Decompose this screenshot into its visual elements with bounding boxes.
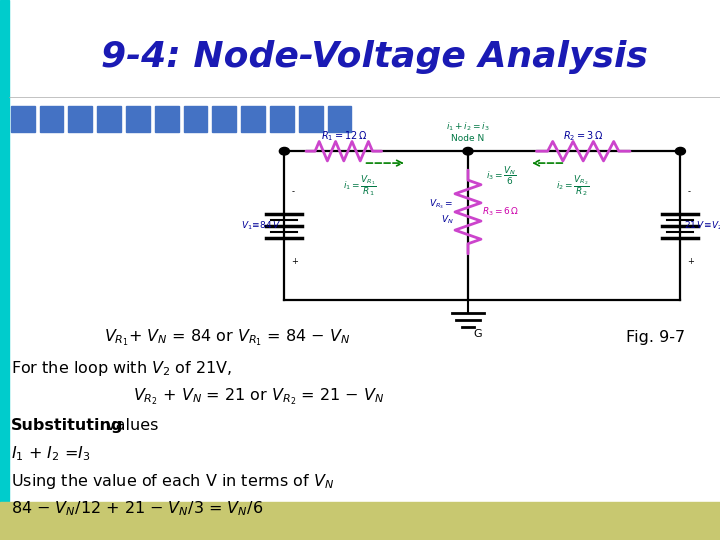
Text: Substituting: Substituting: [11, 418, 123, 433]
Bar: [126, 106, 150, 132]
Bar: [11, 106, 35, 132]
Bar: [270, 106, 294, 132]
Text: $V_{R_1}$+ $V_N$ = 84 or $V_{R_1}$ = 84 $-$ $V_N$: $V_{R_1}$+ $V_N$ = 84 or $V_{R_1}$ = 84 …: [104, 327, 351, 348]
Bar: [155, 106, 179, 132]
Text: Fig. 9-7: Fig. 9-7: [626, 330, 685, 345]
Text: For the loop with $V_2$ of 21V,: For the loop with $V_2$ of 21V,: [11, 359, 232, 378]
Text: $V_1 \!\equiv\! 84\,V$: $V_1 \!\equiv\! 84\,V$: [240, 219, 281, 232]
Text: $i_1 = \dfrac{V_{R_1}}{R_1}$: $i_1 = \dfrac{V_{R_1}}{R_1}$: [343, 173, 377, 198]
Text: $i_3 = \dfrac{V_N}{6}$: $i_3 = \dfrac{V_N}{6}$: [486, 165, 517, 187]
Bar: [212, 106, 236, 132]
Text: $R_1 = 12\,\Omega$: $R_1 = 12\,\Omega$: [321, 129, 367, 143]
Text: $21\,V\!\equiv\! V_2$: $21\,V\!\equiv\! V_2$: [684, 219, 720, 232]
Text: $i_2 = \dfrac{V_{R_2}}{R_2}$: $i_2 = \dfrac{V_{R_2}}{R_2}$: [556, 173, 589, 198]
Text: +: +: [688, 258, 695, 266]
Text: G: G: [474, 329, 482, 340]
Text: $R_3 = 6\,\Omega$: $R_3 = 6\,\Omega$: [482, 205, 520, 218]
Text: values: values: [101, 418, 158, 433]
Bar: [40, 106, 63, 132]
Text: $i_1 + i_2 = i_3$
Node N: $i_1 + i_2 = i_3$ Node N: [446, 120, 490, 143]
Bar: [241, 106, 265, 132]
Text: 9-4: Node-Voltage Analysis: 9-4: Node-Voltage Analysis: [101, 40, 648, 73]
Bar: [184, 106, 207, 132]
Bar: [299, 106, 323, 132]
Circle shape: [279, 147, 289, 155]
Circle shape: [675, 147, 685, 155]
Text: +: +: [292, 258, 299, 266]
Text: 84 $-$ $V_N$/12 + 21 $-$ $V_N$/3 = $V_N$/6: 84 $-$ $V_N$/12 + 21 $-$ $V_N$/3 = $V_N$…: [11, 500, 263, 518]
Text: $V_{R_2}$ + $V_N$ = 21 or $V_{R_2}$ = 21 $-$ $V_N$: $V_{R_2}$ + $V_N$ = 21 or $V_{R_2}$ = 21…: [133, 387, 384, 407]
Text: $V_{R_3} =$
$V_N$: $V_{R_3} =$ $V_N$: [430, 198, 454, 226]
Text: -: -: [292, 187, 294, 196]
Text: $R_2 = 3\,\Omega$: $R_2 = 3\,\Omega$: [563, 129, 603, 143]
Bar: [328, 106, 351, 132]
Bar: [97, 106, 121, 132]
Text: -: -: [688, 187, 690, 196]
Bar: [0, 0, 9, 502]
Text: $I_1$ + $I_2$ =$I_3$: $I_1$ + $I_2$ =$I_3$: [11, 444, 90, 463]
Bar: [0, 502, 720, 540]
Bar: [68, 106, 92, 132]
Text: Using the value of each V in terms of $V_N$: Using the value of each V in terms of $V…: [11, 472, 334, 491]
Circle shape: [463, 147, 473, 155]
